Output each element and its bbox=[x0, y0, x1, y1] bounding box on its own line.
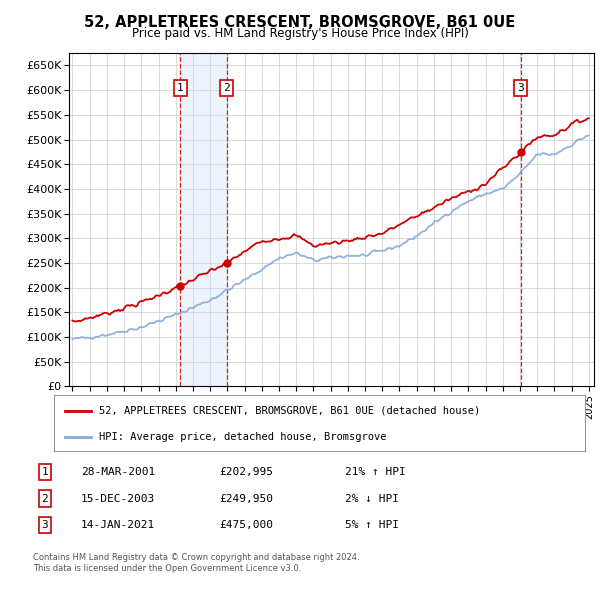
Text: £202,995: £202,995 bbox=[219, 467, 273, 477]
Text: 2% ↓ HPI: 2% ↓ HPI bbox=[345, 494, 399, 503]
Text: 1: 1 bbox=[176, 83, 184, 93]
Text: This data is licensed under the Open Government Licence v3.0.: This data is licensed under the Open Gov… bbox=[33, 565, 301, 573]
Text: 5% ↑ HPI: 5% ↑ HPI bbox=[345, 520, 399, 530]
Text: 1: 1 bbox=[41, 467, 49, 477]
Text: 15-DEC-2003: 15-DEC-2003 bbox=[81, 494, 155, 503]
Text: 14-JAN-2021: 14-JAN-2021 bbox=[81, 520, 155, 530]
Text: 28-MAR-2001: 28-MAR-2001 bbox=[81, 467, 155, 477]
Text: HPI: Average price, detached house, Bromsgrove: HPI: Average price, detached house, Brom… bbox=[99, 432, 386, 442]
Text: 2: 2 bbox=[41, 494, 49, 503]
Text: £475,000: £475,000 bbox=[219, 520, 273, 530]
Text: 3: 3 bbox=[517, 83, 524, 93]
Text: £249,950: £249,950 bbox=[219, 494, 273, 503]
Text: 52, APPLETREES CRESCENT, BROMSGROVE, B61 0UE: 52, APPLETREES CRESCENT, BROMSGROVE, B61… bbox=[85, 15, 515, 30]
Text: Contains HM Land Registry data © Crown copyright and database right 2024.: Contains HM Land Registry data © Crown c… bbox=[33, 553, 359, 562]
Text: Price paid vs. HM Land Registry's House Price Index (HPI): Price paid vs. HM Land Registry's House … bbox=[131, 27, 469, 40]
Text: 21% ↑ HPI: 21% ↑ HPI bbox=[345, 467, 406, 477]
Text: 2: 2 bbox=[223, 83, 230, 93]
Bar bbox=[180, 53, 227, 386]
Text: 3: 3 bbox=[41, 520, 49, 530]
Text: 52, APPLETREES CRESCENT, BROMSGROVE, B61 0UE (detached house): 52, APPLETREES CRESCENT, BROMSGROVE, B61… bbox=[99, 406, 481, 416]
